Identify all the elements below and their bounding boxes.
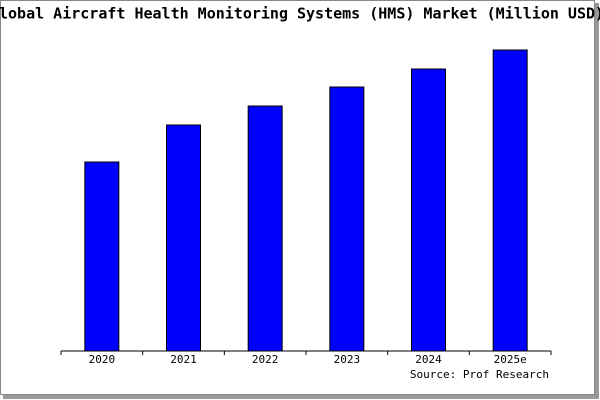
x-tick-label: 2021 bbox=[170, 353, 197, 366]
x-tick-label: 2023 bbox=[334, 353, 361, 366]
bar bbox=[329, 86, 365, 352]
source-note: Source: Prof Research bbox=[410, 368, 549, 381]
x-tick-label: 2025e bbox=[494, 353, 527, 366]
x-tick-label: 2022 bbox=[252, 353, 279, 366]
bar bbox=[84, 161, 120, 352]
bar bbox=[166, 124, 201, 352]
x-tick-label: 2024 bbox=[415, 353, 442, 366]
x-tick-label: 2020 bbox=[89, 353, 116, 366]
chart-title: Global Aircraft Health Monitoring System… bbox=[0, 5, 600, 23]
bar bbox=[492, 49, 528, 352]
bar bbox=[247, 105, 283, 352]
bar bbox=[411, 68, 446, 352]
